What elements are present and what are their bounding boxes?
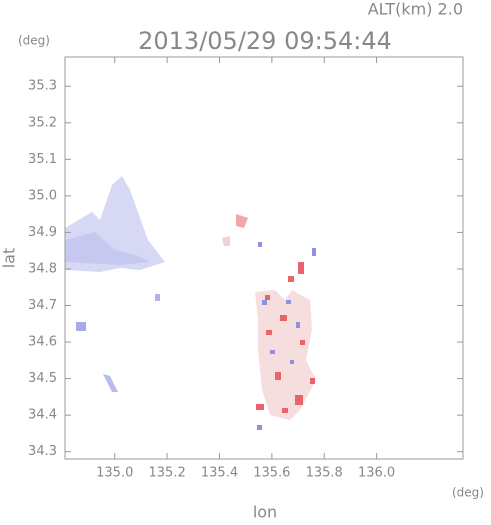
echo-region (65, 232, 150, 265)
echo-field (65, 176, 316, 430)
echo-region (222, 236, 230, 246)
y-tick-label: 34.9 (28, 225, 57, 240)
echo-speckles (256, 262, 315, 413)
y-tick-label: 34.8 (28, 261, 57, 276)
x-axis-label: lon (253, 503, 277, 522)
y-tick-label: 34.6 (28, 335, 57, 350)
echo-region (236, 214, 248, 228)
y-tick-label: 34.4 (28, 408, 57, 423)
echo-region (155, 294, 160, 301)
echo-region (76, 322, 86, 331)
echo-region (103, 374, 118, 392)
x-tick-label: 135.8 (306, 466, 343, 481)
chart-title: 2013/05/29 09:54:44 (138, 27, 392, 55)
plot-frame (64, 56, 464, 460)
y-tick-label: 34.5 (28, 371, 57, 386)
y-axis-label: lat (0, 248, 19, 269)
y-unit: (deg) (18, 34, 50, 48)
x-tick-label: 135.0 (96, 466, 133, 481)
y-tick-label: 34.7 (28, 298, 57, 313)
echo-speckles (257, 242, 316, 430)
x-unit: (deg) (452, 486, 484, 500)
y-tick-label: 35.2 (28, 115, 57, 130)
x-tick-label: 136.0 (358, 466, 395, 481)
annotation: ALT(km) 2.0 (368, 0, 463, 19)
x-tick-label: 135.2 (149, 466, 186, 481)
y-tick-label: 35.0 (28, 188, 57, 203)
echo-region (255, 290, 316, 420)
y-tick-label: 35.3 (28, 79, 57, 94)
y-tick-label: 35.1 (28, 152, 57, 167)
x-tick-label: 135.4 (201, 466, 238, 481)
y-tick-label: 34.3 (28, 444, 57, 459)
x-tick-label: 135.6 (253, 466, 290, 481)
